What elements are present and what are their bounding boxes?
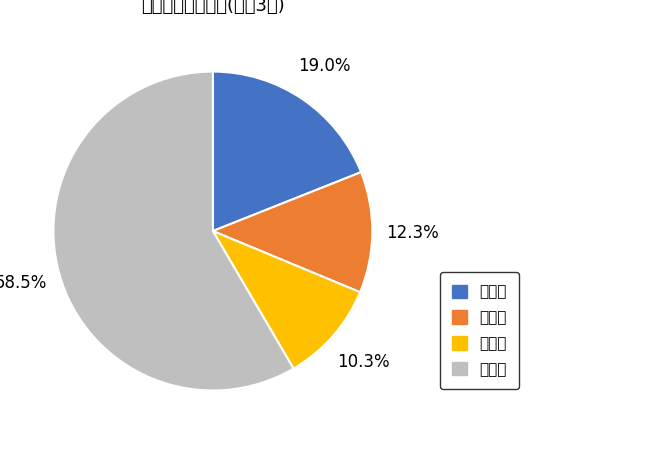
Wedge shape xyxy=(213,231,360,369)
Text: 19.0%: 19.0% xyxy=(299,57,351,75)
Text: 10.3%: 10.3% xyxy=(337,353,390,371)
Wedge shape xyxy=(54,72,293,390)
Legend: 静岡県, 宮城県, 高知県, その他: 静岡県, 宮城県, 高知県, その他 xyxy=(440,272,519,389)
Text: 58.5%: 58.5% xyxy=(0,274,47,292)
Text: 12.3%: 12.3% xyxy=(386,224,439,241)
Wedge shape xyxy=(213,72,361,231)
Title: まぐろ類の漁獲量
全国に占める割合(令和3年): まぐろ類の漁獲量 全国に占める割合(令和3年) xyxy=(141,0,285,15)
Wedge shape xyxy=(213,172,372,292)
